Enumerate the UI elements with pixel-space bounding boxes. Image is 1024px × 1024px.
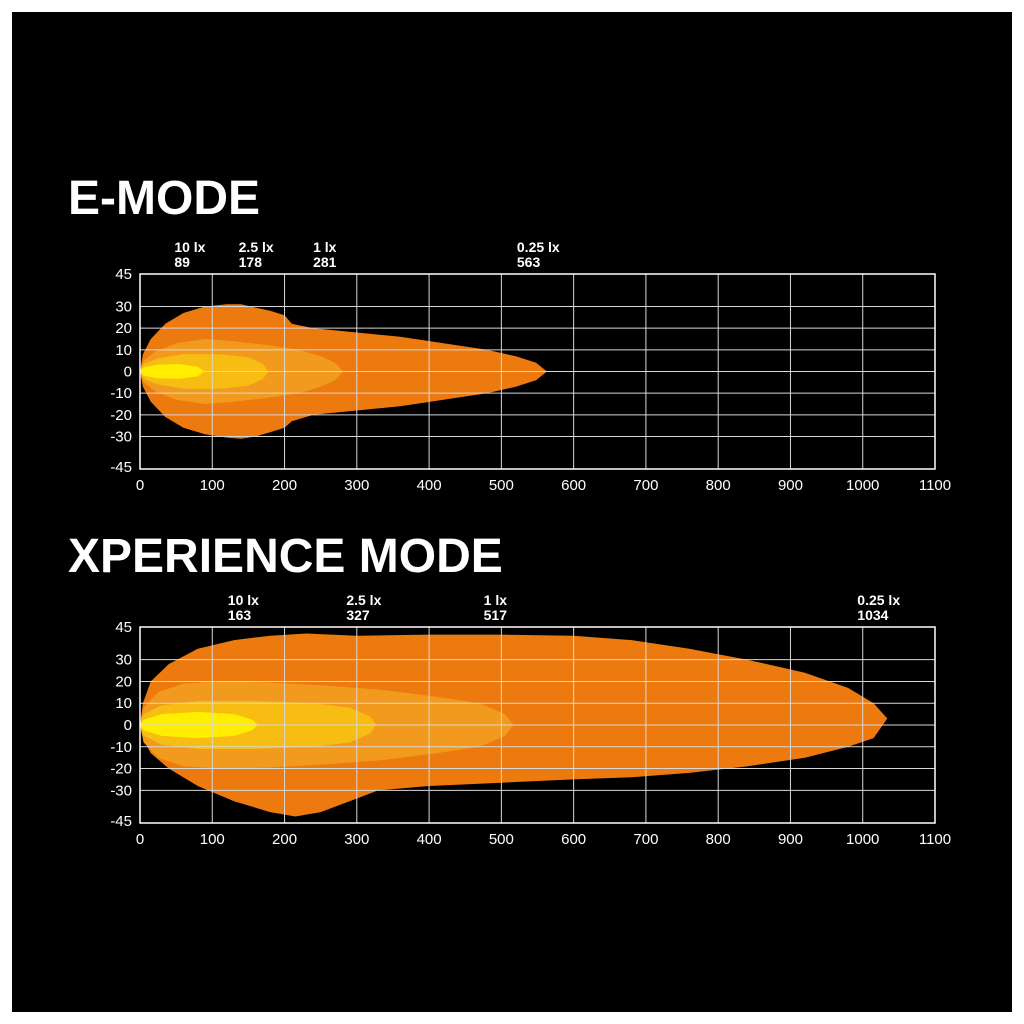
y-tick-label: -30: [110, 782, 132, 799]
x-tick-label: 0: [136, 477, 144, 494]
y-tick-label: 45: [115, 266, 132, 283]
x-tick-label: 800: [706, 477, 731, 494]
y-tick-label: 45: [115, 619, 132, 636]
x-tick-label: 0: [136, 831, 144, 848]
x-tick-label: 700: [633, 477, 658, 494]
x-tick-label: 500: [489, 831, 514, 848]
lux-marker-distance: 327: [346, 607, 370, 623]
lux-marker-label: 1 lx: [313, 239, 337, 255]
lux-marker-distance: 517: [484, 607, 508, 623]
x-tick-label: 900: [778, 477, 803, 494]
y-tick-label: 20: [115, 320, 132, 337]
xperience-mode-title: XPERIENCE MODE: [68, 530, 503, 583]
plot-border: [139, 626, 936, 824]
y-tick-label: -10: [110, 385, 132, 402]
lux-marker-label: 1 lx: [484, 592, 508, 608]
y-tick-label: 20: [115, 673, 132, 690]
x-tick-label: 1100: [919, 831, 951, 848]
lux-marker-distance: 281: [313, 254, 337, 270]
lux-marker-label: 10 lx: [174, 239, 205, 255]
x-tick-label: 800: [706, 831, 731, 848]
x-tick-label: 1000: [846, 831, 879, 848]
x-tick-label: 100: [200, 477, 225, 494]
x-tick-label: 400: [417, 831, 442, 848]
y-tick-label: 30: [115, 652, 132, 669]
e-mode-plot: 0 100 200 300 400 500 600 700 800 900 1000 11004530…: [110, 239, 951, 494]
lux-marker-label: 2.5 lx: [239, 239, 274, 255]
y-tick-label: -45: [110, 459, 132, 476]
y-tick-label: -10: [110, 739, 132, 756]
lux-marker-distance: 178: [239, 254, 263, 270]
y-tick-label: -30: [110, 429, 132, 446]
x-tick-label: 1000: [846, 477, 879, 494]
lux-marker-distance: 163: [228, 607, 252, 623]
x-tick-label: 600: [561, 477, 586, 494]
x-tick-label: 1100: [919, 477, 951, 494]
x-tick-label: 200: [272, 831, 297, 848]
plot-border: [139, 273, 936, 470]
xperience-mode-plot: 0 100 200 300 400 500 600 700 800 900 1000 11004530…: [110, 592, 951, 848]
x-tick-label: 900: [778, 831, 803, 848]
chart-frame: E-MODE 0 100 200 300 400 500 600 700 800 900 1000 1…: [12, 12, 1012, 1012]
y-tick-label: -20: [110, 761, 132, 778]
x-tick-label: 400: [417, 477, 442, 494]
y-tick-label: -20: [110, 407, 132, 424]
lux-marker-label: 2.5 lx: [346, 592, 381, 608]
y-tick-label: -45: [110, 813, 132, 830]
lux-marker-distance: 89: [174, 254, 190, 270]
lux-marker-distance: 1034: [857, 607, 888, 623]
y-tick-label: 0: [124, 717, 132, 734]
x-tick-label: 100: [200, 831, 225, 848]
y-tick-label: 0: [124, 364, 132, 381]
x-tick-label: 600: [561, 831, 586, 848]
x-tick-label: 200: [272, 477, 297, 494]
x-tick-label: 300: [344, 477, 369, 494]
lux-marker-label: 10 lx: [228, 592, 259, 608]
lux-marker-label: 0.25 lx: [857, 592, 900, 608]
x-tick-label: 500: [489, 477, 514, 494]
e-mode-title: E-MODE: [68, 172, 260, 225]
charts-svg: E-MODE 0 100 200 300 400 500 600 700 800 900 1000 1…: [68, 172, 951, 848]
x-tick-label: 700: [633, 831, 658, 848]
y-tick-label: 30: [115, 299, 132, 316]
lux-marker-distance: 563: [517, 254, 541, 270]
y-tick-label: 10: [115, 342, 132, 359]
x-tick-label: 300: [344, 831, 369, 848]
y-tick-label: 10: [115, 695, 132, 712]
lux-marker-label: 0.25 lx: [517, 239, 560, 255]
